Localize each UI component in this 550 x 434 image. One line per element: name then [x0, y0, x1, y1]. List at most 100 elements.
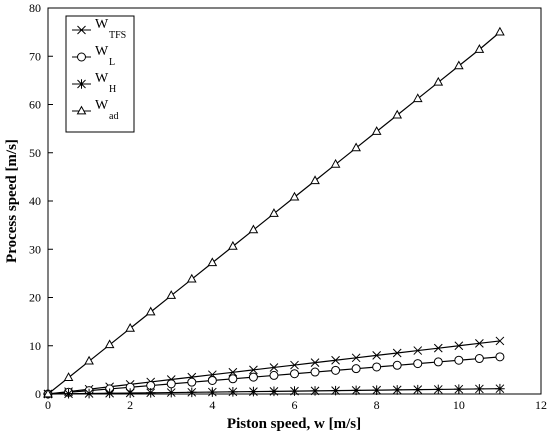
data-point-ad [186, 273, 197, 283]
data-point-tfs [392, 348, 402, 358]
data-point-h [104, 388, 115, 399]
data-point-ad [351, 142, 361, 152]
legend-marker [76, 79, 87, 89]
x-tick-label: 4 [209, 398, 215, 412]
data-point-ad [412, 93, 423, 103]
data-point-l [413, 359, 423, 369]
data-point-ad [207, 257, 218, 267]
y-axis-label: Process speed [m/s] [4, 139, 20, 263]
data-point-tfs [351, 353, 361, 363]
y-tick-label: 30 [29, 242, 41, 256]
data-point-tfs [372, 351, 382, 360]
data-point-ad [289, 191, 300, 201]
data-point-tfs [454, 341, 464, 351]
data-point-h [63, 388, 74, 399]
data-point-h [125, 388, 135, 398]
data-point-tfs [475, 338, 484, 348]
data-point-h [433, 384, 444, 395]
legend-box [65, 15, 135, 133]
data-point-h [310, 386, 320, 396]
data-point-h [207, 387, 218, 397]
legend-item-ad: Wad [72, 98, 118, 122]
legend-label-sub: H [109, 84, 116, 95]
data-point-tfs [228, 367, 238, 377]
legend-item-h: WH [72, 71, 116, 95]
data-point-ad [104, 339, 115, 349]
legend-item-l: WL [72, 44, 115, 68]
data-point-ad [43, 388, 53, 398]
data-point-tfs [495, 336, 505, 346]
data-point-tfs [331, 355, 340, 365]
data-point-tfs [269, 363, 279, 372]
y-tick-label: 60 [29, 98, 41, 112]
y-tick-label: 70 [29, 49, 41, 63]
legend-label-sub: ad [109, 111, 118, 122]
x-tick-label: 0 [45, 398, 51, 412]
data-point-ad [145, 306, 156, 316]
data-point-l [310, 367, 320, 377]
data-point-ad [433, 76, 444, 86]
data-point-l [207, 375, 217, 385]
data-point-l [454, 355, 464, 365]
x-tick-label: 10 [453, 398, 465, 412]
legend-label-main: W [95, 98, 109, 113]
data-point-h [474, 384, 485, 394]
data-point-h [84, 388, 94, 399]
series-h [43, 383, 505, 399]
legend-label-sub: TFS [109, 30, 126, 41]
data-point-l [269, 370, 279, 380]
data-point-l [331, 365, 341, 375]
data-point-h [289, 386, 300, 396]
data-point-tfs [290, 360, 299, 370]
data-point-ad [310, 175, 320, 185]
data-point-l [433, 357, 443, 367]
data-point-ad [228, 240, 238, 250]
y-tick-label: 50 [29, 146, 41, 160]
x-axis-label: Piston speed, w [m/s] [227, 416, 361, 432]
data-point-l [372, 362, 382, 372]
data-point-ad [84, 355, 94, 365]
legend-label-main: W [95, 17, 109, 32]
y-tick-label: 20 [29, 291, 41, 305]
data-point-h [145, 387, 156, 398]
legend-label-sub: L [109, 57, 115, 68]
y-tick-label: 80 [29, 1, 41, 15]
x-tick-label: 12 [535, 398, 547, 412]
data-point-h [269, 386, 279, 397]
data-point-ad [474, 44, 485, 53]
data-point-ad [495, 26, 505, 36]
data-point-ad [269, 208, 279, 217]
data-point-tfs [249, 365, 258, 375]
data-point-h [186, 387, 197, 398]
y-tick-label: 10 [29, 339, 41, 353]
data-point-ad [125, 322, 136, 332]
data-point-h [330, 385, 341, 396]
data-point-ad [248, 224, 259, 234]
data-point-h [495, 383, 505, 394]
data-point-h [412, 384, 423, 395]
series-l [43, 352, 505, 399]
data-point-l [166, 379, 176, 389]
data-point-tfs [413, 346, 423, 355]
data-point-ad [453, 60, 464, 70]
x-tick-label: 2 [127, 398, 133, 412]
x-tick-label: 6 [292, 398, 298, 412]
data-point-l [351, 364, 361, 374]
data-point-h [351, 385, 361, 396]
series-ad [43, 26, 505, 398]
data-point-l [228, 374, 238, 384]
data-point-l [495, 352, 505, 362]
series-layer [43, 26, 505, 399]
data-point-h [371, 385, 382, 395]
data-point-ad [63, 372, 74, 381]
data-point-ad [166, 290, 177, 299]
y-tick-label: 40 [29, 194, 41, 208]
data-point-tfs [310, 358, 320, 367]
data-point-h [166, 387, 177, 398]
data-point-ad [392, 109, 403, 119]
data-point-l [187, 377, 197, 387]
axis-ticks: 0 2 4 6 8 10 12 0 10 20 30 40 50 60 70 80 [29, 1, 547, 412]
